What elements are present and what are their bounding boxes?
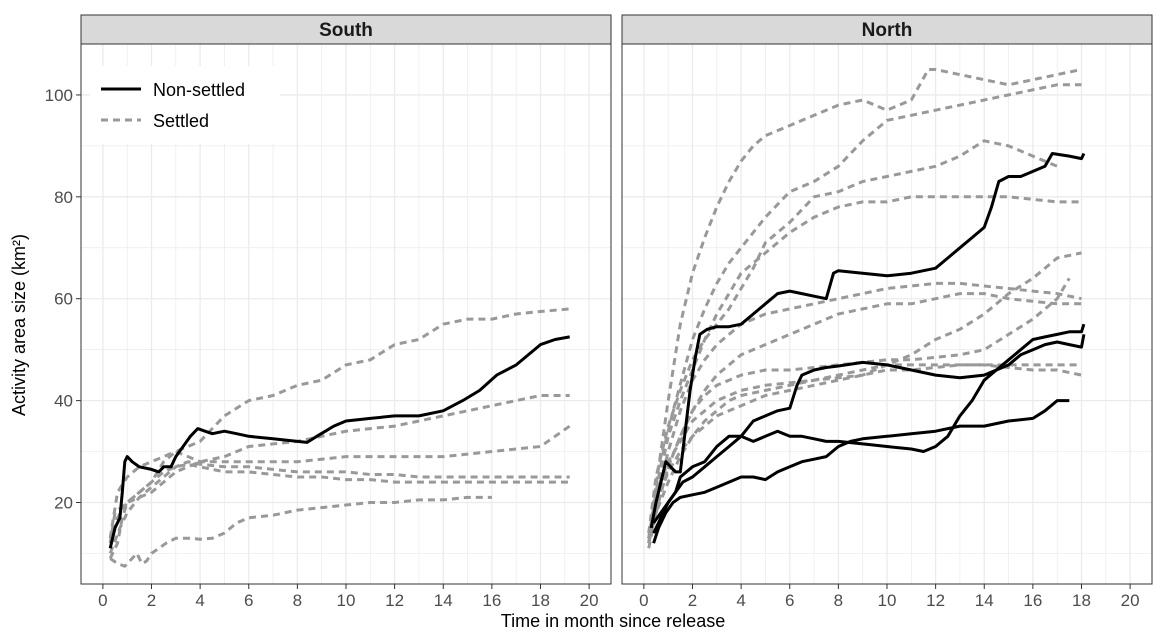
x-axis-title: Time in month since release xyxy=(501,611,725,631)
x-tick-label: 0 xyxy=(98,591,107,610)
series-layer-north xyxy=(647,68,1086,549)
gridlines-south xyxy=(81,43,611,584)
non-settled-series-line xyxy=(652,323,1086,534)
x-tick-label: 10 xyxy=(878,591,897,610)
settled-series-line xyxy=(647,195,1082,539)
y-axis-title: Activity area size (km²) xyxy=(9,234,29,416)
x-tick-label: 8 xyxy=(293,591,302,610)
settled-series-line xyxy=(108,462,570,544)
x-tick-label: 16 xyxy=(1023,591,1042,610)
settled-series-line xyxy=(108,394,570,544)
series-layer-south xyxy=(108,307,571,568)
y-tick-label: 60 xyxy=(54,290,73,309)
non-settled-series-line xyxy=(108,335,570,549)
settled-series-line xyxy=(647,83,1082,539)
x-axis-north: 0 2 4 6 8 10 12 14 16 18 20 xyxy=(639,584,1140,610)
legend-label-non-settled: Non-settled xyxy=(153,80,245,100)
non-settled-series-line xyxy=(649,152,1086,529)
legend: Non-settled Settled xyxy=(90,66,280,144)
x-tick-label: 18 xyxy=(1072,591,1091,610)
x-tick-label: 16 xyxy=(482,591,501,610)
y-tick-label: 20 xyxy=(54,493,73,512)
y-tick-label: 40 xyxy=(54,392,73,411)
non-settled-series-line xyxy=(652,399,1070,544)
settled-series-line xyxy=(647,68,1082,544)
x-tick-label: 10 xyxy=(337,591,356,610)
settled-series-line xyxy=(109,495,492,568)
x-tick-label: 14 xyxy=(975,591,994,610)
settled-series-line xyxy=(108,424,571,539)
non-settled-series-line xyxy=(652,334,1086,524)
x-tick-label: 14 xyxy=(434,591,453,610)
x-tick-label: 4 xyxy=(195,591,204,610)
x-tick-label: 20 xyxy=(580,591,599,610)
x-tick-label: 12 xyxy=(926,591,945,610)
settled-series-line xyxy=(647,363,1082,539)
x-axis-south: 0 2 4 6 8 10 12 14 16 18 20 xyxy=(98,584,599,610)
facet-strip-south xyxy=(80,14,612,45)
y-axis: 20 40 60 80 100 xyxy=(45,86,81,512)
x-tick-label: 6 xyxy=(785,591,794,610)
x-tick-label: 4 xyxy=(736,591,745,610)
panel-north: North 0 2 4 6 8 10 12 14 16 18 20 xyxy=(621,14,1153,610)
settled-series-line xyxy=(647,139,1058,534)
x-tick-label: 2 xyxy=(147,591,156,610)
legend-label-settled: Settled xyxy=(153,111,209,131)
panels-layer: South 0 2 4 6 8 10 12 14 16 18 20 20 40 60 80 100 North 0 2… xyxy=(45,14,1153,610)
x-tick-label: 0 xyxy=(639,591,648,610)
settled-series-line xyxy=(647,281,1082,544)
x-tick-label: 20 xyxy=(1121,591,1140,610)
x-tick-label: 18 xyxy=(531,591,550,610)
settled-series-line xyxy=(647,277,1071,539)
facet-strip-north xyxy=(621,14,1153,45)
x-tick-label: 2 xyxy=(688,591,697,610)
facet-title-south: South xyxy=(319,20,373,41)
x-tick-label: 6 xyxy=(244,591,253,610)
x-tick-label: 12 xyxy=(385,591,404,610)
y-tick-label: 100 xyxy=(45,86,73,105)
y-tick-label: 80 xyxy=(54,188,73,207)
settled-series-line xyxy=(108,460,570,554)
facet-title-north: North xyxy=(862,20,913,41)
x-tick-label: 8 xyxy=(834,591,843,610)
